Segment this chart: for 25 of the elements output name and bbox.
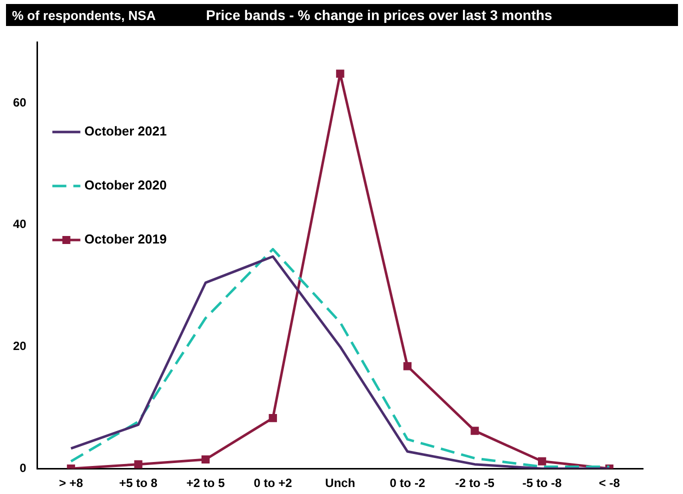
point: [538, 457, 546, 466]
legend-label: October 2021: [84, 124, 167, 139]
x-tick-label: > +8: [58, 476, 84, 490]
y-tick-label: 40: [12, 217, 27, 232]
point: [470, 426, 479, 435]
chart-title: Price bands - % change in prices over last 3 months: [206, 7, 552, 23]
legend-label: October 2020: [84, 178, 167, 193]
x-tick-label: < -8: [598, 476, 620, 490]
x-tick-label: +5 to 8: [119, 476, 158, 490]
x-tick-label: Unch: [325, 476, 356, 490]
point: [268, 414, 277, 422]
x-tick-label: -2 to -5: [455, 476, 495, 490]
x-tick-label: 0 to +2: [254, 476, 292, 490]
y-tick-label: 0: [20, 460, 27, 475]
point: [202, 455, 210, 464]
y-axis-title: % of respondents, NSA: [12, 8, 156, 23]
x-tick-label: -5 to -8: [522, 476, 562, 490]
y-tick-label: 20: [12, 339, 27, 354]
x-tick-label: +2 to 5: [186, 476, 226, 490]
x-tick-label: 0 to -2: [390, 476, 426, 490]
point: [403, 362, 412, 370]
point: [134, 460, 142, 468]
legend-label: October 2019: [84, 232, 167, 247]
y-tick-label: 60: [12, 95, 27, 110]
point: [336, 70, 344, 78]
